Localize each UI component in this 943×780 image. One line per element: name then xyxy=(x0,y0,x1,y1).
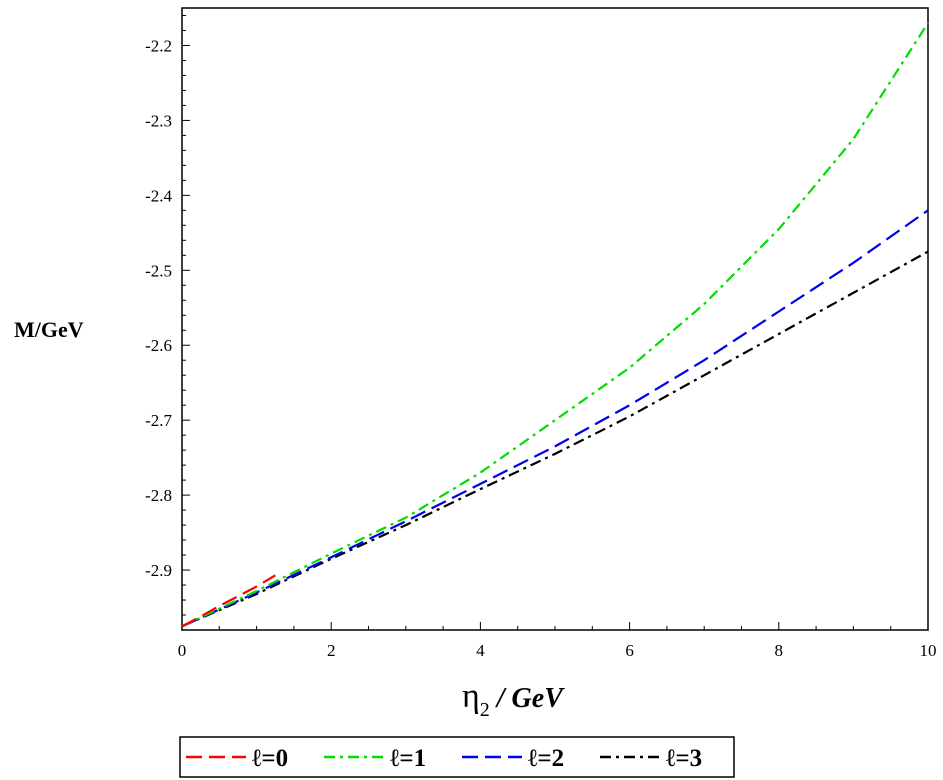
legend-label-2: ℓ=2 xyxy=(527,745,564,772)
x-axis: 0 2 4 6 8 10 xyxy=(178,622,937,660)
y-axis-label: M/GeV xyxy=(14,317,84,342)
y-tick-label: -2.6 xyxy=(145,336,172,355)
y-tick-label: -2.3 xyxy=(145,111,172,130)
series-line-1 xyxy=(181,22,929,628)
legend-items: ℓ=0 ℓ=1 ℓ=2 ℓ=3 xyxy=(186,745,702,772)
y-tick-label: -2.5 xyxy=(145,261,172,280)
legend-label-0: ℓ=0 xyxy=(251,745,288,772)
x-tick-label: 0 xyxy=(178,641,187,660)
series-layer xyxy=(181,22,929,628)
x-axis-label: η2 / GeV xyxy=(462,678,565,721)
x-tick-label: 4 xyxy=(476,641,485,660)
x-axis-label-symbol: η xyxy=(462,678,480,715)
legend-label-1: ℓ=1 xyxy=(389,745,426,772)
series-line-0 xyxy=(181,574,276,628)
y-tick-label: -2.2 xyxy=(145,36,172,55)
legend-label-3: ℓ=3 xyxy=(665,745,702,772)
x-tick-label: 8 xyxy=(775,641,784,660)
y-tick-label: -2.8 xyxy=(145,486,172,505)
series-line-2 xyxy=(181,209,929,628)
x-axis-label-subscript: 2 xyxy=(480,699,490,721)
y-tick-label: -2.9 xyxy=(145,561,172,580)
legend: ℓ=0 ℓ=1 ℓ=2 ℓ=3 xyxy=(179,736,735,778)
y-axis: -2.9 -2.8 -2.7 -2.6 -2.5 -2.4 -2.3 -2.2 xyxy=(145,14,190,631)
x-axis-label-unit: / GeV xyxy=(490,683,565,714)
x-tick-label: 10 xyxy=(920,641,937,660)
x-tick-label: 6 xyxy=(625,641,634,660)
plot-frame xyxy=(181,7,929,631)
x-tick-label: 2 xyxy=(327,641,336,660)
y-tick-label: -2.4 xyxy=(145,186,172,205)
series-line-3 xyxy=(181,250,929,628)
y-tick-label: -2.7 xyxy=(145,411,172,430)
